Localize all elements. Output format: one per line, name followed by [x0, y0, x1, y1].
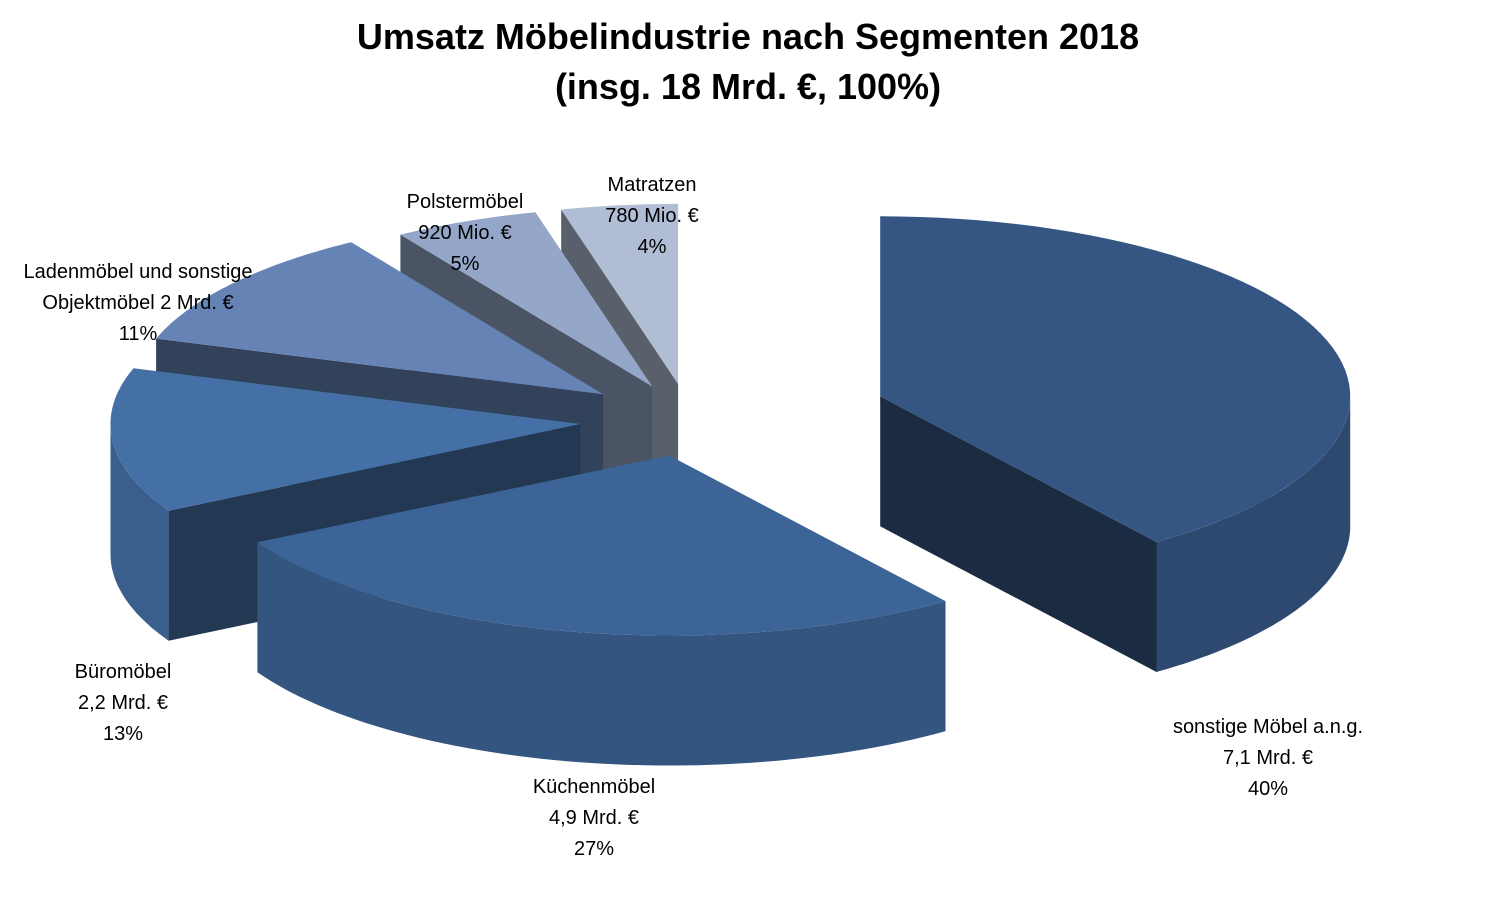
- label-amount: 2,2 Mrd. €: [77, 692, 169, 714]
- data-label: Matratzen 780 Mio. € 4%: [542, 170, 762, 263]
- label-amount: 7,1 Mrd. €: [1222, 747, 1314, 769]
- slice: [257, 455, 946, 636]
- chart-subtitle: (insg. 18 Mrd. €, 100%): [554, 66, 942, 107]
- label-amount: 780 Mio. €: [605, 205, 699, 227]
- label-percent: 11%: [118, 323, 158, 345]
- label-name: Ladenmöbel und sonstige Objektmöbel: [23, 261, 253, 314]
- label-name: Polstermöbel: [406, 191, 524, 213]
- label-name: Matratzen: [607, 174, 697, 196]
- label-percent: 5%: [450, 253, 480, 275]
- label-percent: 4%: [637, 236, 667, 258]
- label-name: Büromöbel: [74, 661, 172, 683]
- data-label: Büromöbel 2,2 Mrd. € 13%: [13, 657, 233, 750]
- slice-wall: [1156, 396, 1351, 672]
- slice: [400, 212, 653, 387]
- label-percent: 40%: [1247, 778, 1289, 800]
- label-percent: 13%: [102, 723, 144, 745]
- slice: [156, 242, 604, 395]
- slice-side: [880, 396, 1157, 672]
- label-percent: 27%: [573, 838, 615, 860]
- label-amount: 2 Mrd. €: [160, 292, 234, 314]
- label-name: sonstige Möbel a.n.g.: [1172, 716, 1364, 738]
- slice-wall: [257, 542, 946, 766]
- data-label: Ladenmöbel und sonstige Objektmöbel 2 Mr…: [3, 257, 273, 350]
- chart-title: Umsatz Möbelindustrie nach Segmenten 201…: [356, 16, 1140, 57]
- slice: [880, 216, 1351, 543]
- data-label: Polstermöbel 920 Mio. € 5%: [355, 187, 575, 280]
- label-name: Küchenmöbel: [532, 776, 656, 798]
- label-amount: 920 Mio. €: [418, 222, 512, 244]
- data-label: Küchenmöbel 4,9 Mrd. € 27%: [464, 772, 724, 865]
- label-amount: 4,9 Mrd. €: [548, 807, 640, 829]
- slice: [110, 368, 581, 511]
- slice: [561, 203, 679, 384]
- data-label: sonstige Möbel a.n.g. 7,1 Mrd. € 40%: [1118, 712, 1418, 805]
- slice-wall: [110, 424, 169, 641]
